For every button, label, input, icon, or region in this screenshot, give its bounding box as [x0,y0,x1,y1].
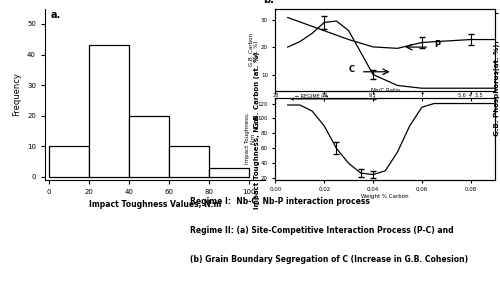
Bar [168,146,208,177]
Y-axis label: Impact Toughness,
N.m: Impact Toughness, N.m [245,113,256,164]
Text: Regime II: (a) Site-Competitive Interaction Process (P-C) and: Regime II: (a) Site-Competitive Interact… [190,226,454,235]
X-axis label: Nb/C Ratio: Nb/C Ratio [370,87,400,92]
Y-axis label: G.B. Carbon
(at. %): G.B. Carbon (at. %) [248,33,260,66]
Text: Regime I:  Nb-C, Nb-P interaction process: Regime I: Nb-C, Nb-P interaction process [190,197,370,206]
Text: ← REGIME I →: ← REGIME I → [295,94,328,99]
X-axis label: Impact Toughness Values, N.m: Impact Toughness Values, N.m [88,200,221,209]
Text: Impact Toughness, N.m: Impact Toughness, N.m [254,116,260,209]
Bar [129,116,168,177]
Text: P: P [434,40,440,49]
Y-axis label: Frequency: Frequency [12,72,22,116]
Text: (b) Grain Boundary Segregation of C (Increase in G.B. Cohesion): (b) Grain Boundary Segregation of C (Inc… [190,255,468,264]
Bar [89,45,129,177]
X-axis label: Weight % Carbon: Weight % Carbon [362,194,409,199]
Bar [49,146,89,177]
Text: a.: a. [51,10,61,20]
Text: G.B. Carbon (at. %): G.B. Carbon (at. %) [254,52,260,128]
Text: G.B. Phosphorus(at. %): G.B. Phosphorus(at. %) [494,44,500,136]
Bar [208,168,248,177]
Text: C: C [348,65,355,74]
Text: b.: b. [264,0,274,5]
